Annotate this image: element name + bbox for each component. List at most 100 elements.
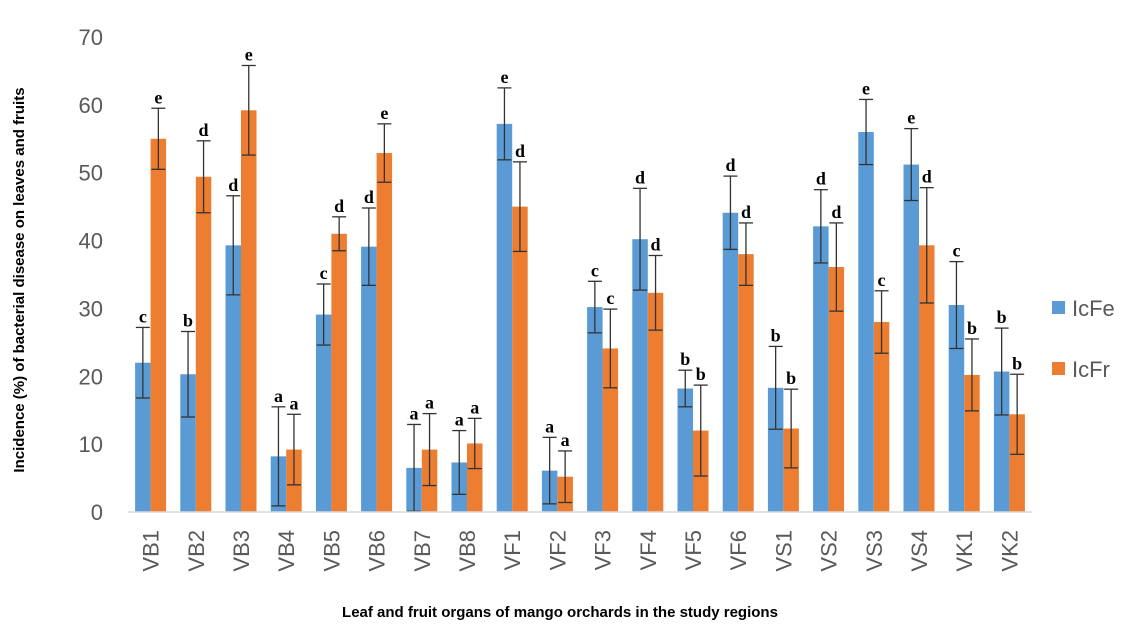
bar-icfr-vf1 [512,206,528,512]
y-axis: 0 10 20 30 40 50 60 70 [79,25,103,525]
significance-letter: b [967,318,977,338]
x-tick-label: VB1 [139,530,164,572]
x-tick-label: VF6 [726,530,751,570]
y-tick-label: 30 [79,296,103,321]
x-tick-label: VS3 [862,530,887,572]
y-tick-label: 40 [79,229,103,254]
y-tick-label: 50 [79,161,103,186]
bars [135,110,1025,513]
y-tick-label: 0 [91,500,103,525]
x-tick-label: VB4 [274,530,299,572]
bar-icfr-vk1 [964,374,980,512]
legend-label-icfr: IcFr [1072,357,1110,382]
x-tick-label: VK1 [952,530,977,572]
x-tick-label: VB6 [365,530,390,572]
significance-letter: a [274,386,283,406]
significance-letter: d [228,175,238,195]
x-tick-label: VB2 [184,530,209,572]
significance-letter: c [878,270,886,290]
bar-icfe-vf6 [722,212,739,512]
significance-letter: b [786,368,796,388]
bar-icfr-vb2 [195,176,212,513]
significance-letter: c [139,306,147,326]
significance-letter: a [545,416,554,436]
x-axis-title: Leaf and fruit organs of mango orchards … [342,604,778,621]
significance-letter: d [334,196,344,216]
y-tick-label: 70 [79,25,103,50]
significance-letter: d [199,120,209,140]
significance-letter: d [725,155,735,175]
significance-letter: e [862,78,870,98]
x-tick-label: VF5 [681,530,706,570]
bar-icfr-vs2 [828,267,845,512]
y-tick-label: 20 [79,364,103,389]
x-tick-label: VF1 [500,530,525,570]
x-tick-label: VK2 [997,530,1022,572]
legend: IcFe IcFr [1052,296,1115,382]
x-tick-label: VS2 [817,530,842,572]
legend-label-icfe: IcFe [1072,296,1115,321]
significance-letter: d [922,167,932,187]
significance-letter: b [1012,353,1022,373]
x-tick-label: VB8 [455,530,480,572]
significance-letter: e [154,87,162,107]
bar-icfr-vb6 [376,153,393,513]
significance-letter: d [364,187,374,207]
x-tick-label: VF3 [591,530,616,570]
legend-swatch-icfr [1052,362,1065,375]
bar-icfr-vs4 [919,245,935,513]
significance-letter: b [183,311,193,331]
x-tick-label: VF4 [636,530,661,570]
bar-icfr-vf3 [602,348,619,512]
bar-icfr-vf4 [647,292,664,512]
x-tick-label: VB3 [229,530,254,572]
significance-letter: a [289,393,298,413]
bar-icfe-vb3 [225,245,241,513]
significance-letter: e [245,45,253,65]
x-tick-label: VS4 [907,530,932,572]
error-bars [135,64,1025,512]
bar-icfe-vf3 [587,307,603,512]
y-axis-title: Incidence (%) of bacterial disease on le… [11,87,28,472]
bar-icfe-vf1 [496,123,513,512]
bar-icfe-vf4 [632,239,648,512]
significance-letter: c [606,288,614,308]
legend-swatch-icfe [1052,301,1065,314]
significance-letter: a [455,410,464,430]
significance-letter: d [635,167,645,187]
bar-icfr-vs1 [783,428,799,512]
bar-icfr-vs3 [873,322,890,512]
significance-letter: b [771,325,781,345]
significance-letter: c [952,241,960,261]
significance-letter: b [997,307,1007,327]
significance-letter: a [470,397,479,417]
bar-icfe-vs4 [903,164,919,513]
bar-icfr-vb8 [467,443,483,512]
x-tick-label: VB5 [319,530,344,572]
significance-letter: c [320,263,328,283]
y-tick-label: 60 [79,93,103,118]
bar-icfr-vk2 [1009,414,1025,512]
y-tick-label: 10 [79,432,103,457]
bar-icfe-vs1 [767,387,784,512]
bar-icfe-vk1 [948,305,965,512]
significance-letter: d [515,141,525,161]
bar-icfe-vk2 [993,371,1010,512]
bar-icfr-vf6 [738,254,754,512]
significance-letter: e [380,103,388,123]
bar-icfe-vb5 [315,314,332,512]
bar-icfe-vb1 [135,362,151,512]
significance-letter: b [696,364,706,384]
significance-letter: a [410,403,419,423]
bar-icfe-vb2 [180,374,196,512]
significance-letter: a [425,393,434,413]
significance-letter: d [741,202,751,222]
significance-letter: b [680,349,690,369]
significance-letter: d [651,235,661,255]
x-tick-label: VS1 [771,530,796,572]
significance-letter: a [561,430,570,450]
x-axis: VB1 VB2 VB3 VB4 VB5 VB6 VB7 VB8 VF1 VF2 VF3 VF4 VF5 V… [139,530,1023,572]
significance-letter: e [500,67,508,87]
bar-icfe-vs2 [813,226,829,513]
significance-letter: d [831,202,841,222]
